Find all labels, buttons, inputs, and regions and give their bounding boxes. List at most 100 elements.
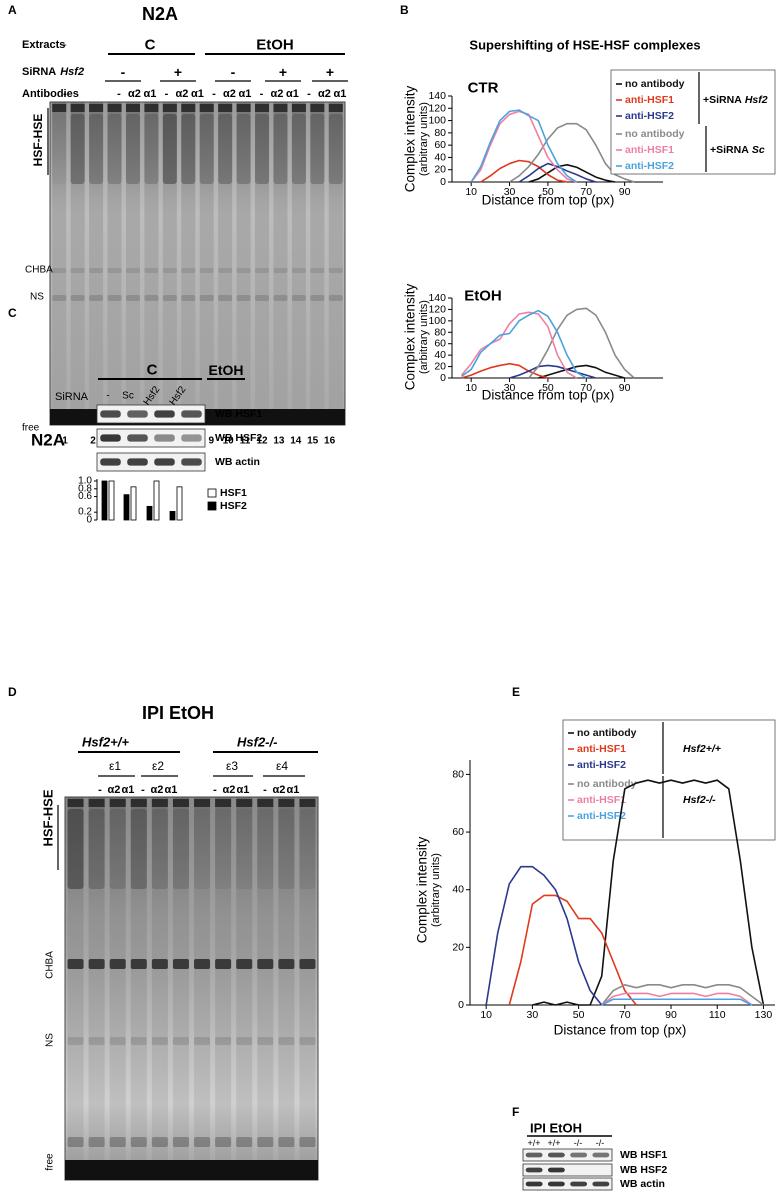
blot bbox=[96, 452, 206, 472]
sirna-label: + bbox=[174, 64, 182, 80]
gel-smear bbox=[310, 114, 325, 184]
gel-label: free bbox=[45, 1153, 56, 1171]
gel-label: HSF-HSE bbox=[31, 114, 45, 167]
data-line bbox=[461, 309, 587, 379]
y-tick-label: 140 bbox=[428, 292, 446, 304]
gel-smear bbox=[144, 114, 159, 184]
legend-label: anti-HSF2 bbox=[577, 759, 626, 771]
x-tick-label: 50 bbox=[542, 382, 554, 394]
data-line bbox=[532, 779, 765, 1006]
gel-band bbox=[181, 295, 196, 301]
genotype-label: -/- bbox=[596, 1138, 605, 1148]
x-tick-label: 130 bbox=[755, 1009, 773, 1021]
gel-well bbox=[144, 104, 159, 112]
blot-label: WB HSF1 bbox=[215, 408, 262, 420]
chart-title: CTR bbox=[468, 80, 499, 97]
gel-lane bbox=[181, 102, 196, 425]
gel bbox=[64, 796, 319, 1181]
gel-band bbox=[328, 268, 343, 273]
sirna-label: - bbox=[121, 64, 126, 80]
legend-group-part: Hsf2 bbox=[745, 94, 768, 106]
bar bbox=[169, 511, 176, 521]
gel-band bbox=[67, 1037, 84, 1045]
gel-band bbox=[257, 959, 274, 969]
y-tick-label: 60 bbox=[434, 139, 446, 151]
lane-number: 12 bbox=[256, 436, 268, 447]
gel-well bbox=[70, 104, 85, 112]
antibody-label: - bbox=[263, 784, 267, 796]
blot-band bbox=[547, 1167, 565, 1173]
gel-lane bbox=[257, 797, 274, 1180]
gel-band bbox=[52, 295, 67, 301]
antibody-label: - bbox=[63, 88, 67, 100]
sirna-label: Sc bbox=[122, 391, 134, 402]
legend-label: anti-HSF1 bbox=[625, 94, 674, 106]
gel-well bbox=[328, 104, 343, 112]
gel-band bbox=[172, 1037, 189, 1045]
extract-label: C bbox=[147, 362, 158, 379]
antibody-label: α2 bbox=[176, 88, 189, 100]
extract-label: EtOH bbox=[256, 37, 294, 54]
row-label-part: Hsf2 bbox=[60, 66, 84, 78]
sirna-label: + bbox=[279, 64, 287, 80]
extract-label: ε1 bbox=[109, 759, 121, 773]
panel-title: IPI EtOH bbox=[142, 703, 214, 723]
lane-number: 16 bbox=[324, 436, 336, 447]
gel-well bbox=[218, 104, 233, 112]
antibody-label: - bbox=[98, 784, 102, 796]
gel-smear bbox=[215, 809, 232, 889]
extract-label: C bbox=[145, 37, 156, 54]
antibody-label: - bbox=[212, 88, 216, 100]
blot-band bbox=[525, 1181, 543, 1187]
legend-swatch bbox=[207, 488, 217, 498]
gel-band bbox=[257, 1037, 274, 1045]
gel-lane bbox=[125, 102, 140, 425]
x-tick-label: 50 bbox=[573, 1009, 585, 1021]
gel-band bbox=[199, 268, 214, 273]
gel-smear bbox=[162, 114, 177, 184]
gel-band bbox=[162, 268, 177, 273]
gel-smear bbox=[52, 114, 67, 184]
gel-band bbox=[236, 1037, 253, 1045]
x-tick-label: 110 bbox=[709, 1009, 726, 1021]
antibody-label: α2 bbox=[318, 88, 331, 100]
blot-band bbox=[154, 458, 175, 466]
gel-well bbox=[299, 799, 316, 807]
legend-box bbox=[610, 69, 776, 175]
row-label-part: SiRNA bbox=[22, 66, 56, 78]
gel-lane bbox=[278, 797, 295, 1180]
data-line bbox=[528, 307, 635, 379]
y-axis-note: (arbitrary units) bbox=[418, 300, 430, 374]
y-tick-label: 40 bbox=[452, 884, 464, 896]
gel-well bbox=[181, 104, 196, 112]
data-line bbox=[601, 984, 764, 1006]
row-label: Extracts bbox=[22, 39, 65, 51]
blot-band bbox=[127, 434, 148, 442]
legend-group-label: Hsf2+/+ bbox=[683, 743, 721, 755]
antibody-label: α2 bbox=[273, 784, 286, 796]
gel-band bbox=[215, 959, 232, 969]
gel-smear bbox=[107, 114, 122, 184]
gel-smear bbox=[291, 114, 306, 184]
y-tick-label: 60 bbox=[434, 338, 446, 350]
gel-band bbox=[130, 959, 147, 969]
blot-band bbox=[100, 458, 121, 466]
x-tick-label: 90 bbox=[665, 1009, 677, 1021]
gel-well bbox=[52, 104, 67, 112]
gel-label: CHBA bbox=[45, 951, 56, 979]
legend-group-label: +SiRNA Sc bbox=[710, 144, 765, 156]
gel-smear bbox=[88, 809, 105, 889]
gel-band bbox=[88, 959, 105, 969]
gel-well bbox=[236, 799, 253, 807]
antibody-label: α1 bbox=[144, 88, 157, 100]
bar bbox=[123, 494, 130, 521]
antibody-label: - bbox=[213, 784, 217, 796]
blot-band bbox=[592, 1181, 610, 1187]
genotype-label: Hsf2-/- bbox=[237, 735, 277, 750]
panel-label: C bbox=[8, 306, 17, 320]
legend-group-part: Sc bbox=[752, 144, 765, 156]
gel-smear bbox=[172, 809, 189, 889]
panel-title: N2A bbox=[142, 4, 178, 24]
gel-band bbox=[236, 268, 251, 273]
